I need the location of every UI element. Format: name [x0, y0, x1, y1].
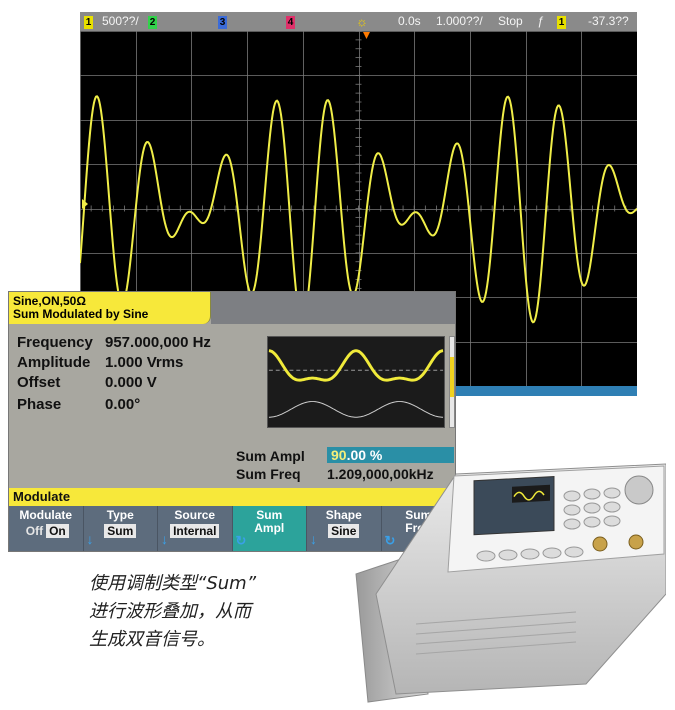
sum-ampl-cursor-digits: 90: [331, 447, 347, 463]
caption-line3: 生成双音信号。: [89, 629, 215, 650]
time-reference: 0.0s: [398, 14, 421, 28]
sum-freq-value[interactable]: 1.209,000,00kHz: [327, 466, 434, 482]
sum-freq-label: Sum Freq: [236, 466, 301, 482]
menu-title-bar: Modulate: [9, 488, 455, 506]
device-screen-wave: [512, 484, 550, 503]
ch2-indicator[interactable]: 2: [148, 16, 157, 29]
amplitude-label: Amplitude: [17, 354, 91, 371]
ch1-indicator[interactable]: 1: [84, 16, 93, 29]
device-buttons: [476, 487, 621, 562]
modulate-softkey-title: Modulate: [19, 508, 73, 522]
down-arrow-icon: ↓: [161, 531, 168, 547]
ch3-indicator[interactable]: 3: [218, 16, 227, 29]
waveform-preview: [267, 336, 445, 428]
type-softkey-title: Type: [106, 508, 134, 522]
sum-freq-softkey-title1: Sum: [405, 508, 432, 522]
ch4-indicator[interactable]: 4: [286, 16, 295, 29]
device-connector: [628, 534, 644, 550]
waveform-status-tab: Sine,ON,50Ω Sum Modulated by Sine: [9, 292, 211, 324]
ch1-scale: 500??/: [102, 14, 139, 28]
source-softkey-value: Internal: [170, 524, 220, 538]
time-scale: 1.000??/: [436, 14, 483, 28]
waveform-status-line2: Sum Modulated by Sine: [13, 307, 149, 321]
modulate-off-option: Off: [25, 524, 44, 538]
device-screen-trace: [513, 490, 545, 501]
modulate-on-option: On: [46, 524, 69, 538]
preview-scroll-thumb[interactable]: [450, 357, 454, 397]
trigger-position-icon: ☼: [356, 14, 368, 29]
preview-signal-trace: [268, 349, 444, 382]
sum-ampl-rest: .00 %: [346, 447, 383, 463]
sum-ampl-softkey-title1: Sum: [256, 508, 283, 522]
status-header-bar: [211, 292, 455, 324]
knob-icon: ↻: [384, 533, 396, 548]
shape-softkey-title: Shape: [325, 508, 362, 522]
modulate-softkey[interactable]: Modulate Off On: [9, 506, 84, 551]
sum-ampl-value[interactable]: 90.00 %: [327, 447, 454, 463]
run-state: Stop: [498, 14, 523, 28]
phase-label: Phase: [17, 396, 62, 413]
waveform-status-line1: Sine,ON,50Ω: [13, 294, 86, 308]
caption-line1: 使用调制类型“Sum”: [89, 573, 257, 594]
device-connector: [592, 536, 608, 552]
trigger-channel-indicator: 1: [557, 16, 566, 29]
device-knob: [624, 475, 654, 505]
amplitude-value[interactable]: 1.000 Vrms: [105, 354, 184, 371]
trigger-marker-icon: [363, 32, 370, 39]
phase-value[interactable]: 0.00°: [105, 396, 141, 413]
frequency-value[interactable]: 957.000,000 Hz: [105, 334, 211, 351]
trigger-level: -37.3??: [588, 14, 629, 28]
shape-softkey[interactable]: Shape Sine ↓: [307, 506, 382, 551]
down-arrow-icon: ↓: [310, 531, 317, 547]
preview-modulation-trace: [268, 401, 444, 418]
modulate-toggle: Off On: [23, 524, 69, 538]
shape-softkey-value: Sine: [328, 524, 360, 538]
sum-ampl-softkey-title2: Ampl: [254, 521, 285, 535]
trigger-slope-icon: ƒ: [537, 14, 544, 28]
sum-ampl-label: Sum Ampl: [236, 448, 305, 464]
source-softkey-title: Source: [174, 508, 216, 522]
scope-waveform-trace: [80, 95, 637, 325]
preview-scrollbar[interactable]: [449, 336, 455, 428]
frequency-label: Frequency: [17, 334, 93, 351]
scope-status-bar: 1 500??/ 2 3 4 ☼ 0.0s 1.000??/ Stop ƒ 1 …: [80, 12, 637, 31]
type-softkey-value: Sum: [104, 524, 137, 538]
offset-value[interactable]: 0.000 V: [105, 374, 157, 391]
down-arrow-icon: ↓: [86, 531, 94, 547]
offset-label: Offset: [17, 374, 61, 391]
caption: 使用调制类型“Sum” 进行波形叠加，从而 生成双音信号。: [89, 570, 319, 654]
caption-line2: 进行波形叠加，从而: [89, 601, 251, 622]
device-vents: [415, 611, 577, 655]
source-softkey[interactable]: Source Internal ↓: [158, 506, 233, 551]
knob-icon: ↻: [235, 533, 247, 548]
type-softkey[interactable]: Type Sum ↓: [83, 506, 158, 551]
function-generator-device-image: [355, 463, 666, 703]
sum-ampl-softkey[interactable]: Sum Ampl ↻: [232, 506, 307, 551]
